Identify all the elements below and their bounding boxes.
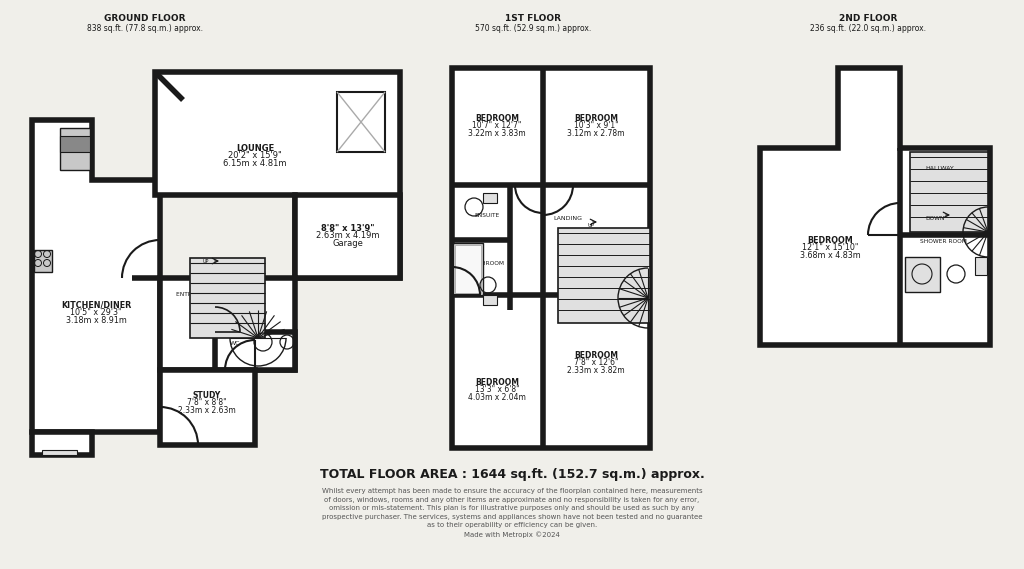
Text: STUDY: STUDY bbox=[193, 390, 221, 399]
Polygon shape bbox=[32, 120, 160, 432]
Bar bbox=[975, 257, 987, 275]
Text: 7'8" x 12'6": 7'8" x 12'6" bbox=[573, 358, 618, 367]
Text: 4.03m x 2.04m: 4.03m x 2.04m bbox=[468, 393, 526, 402]
Text: 8'8" x 13'9": 8'8" x 13'9" bbox=[322, 224, 375, 233]
Text: 2.63m x 4.19m: 2.63m x 4.19m bbox=[316, 231, 380, 240]
Bar bbox=[215, 332, 295, 370]
Bar bbox=[295, 195, 400, 278]
Bar bbox=[160, 370, 255, 445]
Text: KITCHEN/DINER: KITCHEN/DINER bbox=[60, 300, 131, 310]
Text: DOWN: DOWN bbox=[926, 216, 945, 221]
Text: 3.12m x 2.78m: 3.12m x 2.78m bbox=[567, 129, 625, 138]
Bar bbox=[337, 92, 385, 152]
Text: 570 sq.ft. (52.9 sq.m.) approx.: 570 sq.ft. (52.9 sq.m.) approx. bbox=[475, 23, 591, 32]
Text: LANDING: LANDING bbox=[554, 216, 583, 221]
Text: 2.33m x 2.63m: 2.33m x 2.63m bbox=[178, 406, 236, 414]
Text: BATHROOM: BATHROOM bbox=[470, 261, 504, 266]
Text: ENTRANCE HALL: ENTRANCE HALL bbox=[175, 291, 224, 296]
Text: SHOWER ROOM: SHOWER ROOM bbox=[920, 238, 967, 244]
Text: TOTAL FLOOR AREA : 1644 sq.ft. (152.7 sq.m.) approx.: TOTAL FLOOR AREA : 1644 sq.ft. (152.7 sq… bbox=[319, 468, 705, 480]
Text: 10'5" x 29'3": 10'5" x 29'3" bbox=[71, 308, 122, 317]
Bar bbox=[483, 295, 497, 305]
Text: 20'2" x 15'9": 20'2" x 15'9" bbox=[228, 151, 282, 160]
Text: 3.68m x 4.83m: 3.68m x 4.83m bbox=[800, 250, 860, 259]
Bar bbox=[60, 128, 90, 170]
Polygon shape bbox=[155, 72, 400, 278]
Text: 2.33m x 3.82m: 2.33m x 3.82m bbox=[567, 365, 625, 374]
Bar bbox=[60, 136, 90, 152]
Text: BEDROOM: BEDROOM bbox=[475, 113, 519, 122]
Text: Whilst every attempt has been made to ensure the accuracy of the floorplan conta: Whilst every attempt has been made to en… bbox=[322, 488, 702, 538]
Text: WC: WC bbox=[230, 340, 241, 345]
Text: GROUND FLOOR: GROUND FLOOR bbox=[104, 14, 185, 23]
Bar bbox=[558, 228, 650, 323]
Text: 10'3" x 9'1": 10'3" x 9'1" bbox=[573, 121, 618, 130]
Bar bbox=[905, 257, 940, 292]
Bar bbox=[455, 245, 481, 293]
Text: 12'1" x 15'10": 12'1" x 15'10" bbox=[802, 243, 858, 252]
Text: 6.15m x 4.81m: 6.15m x 4.81m bbox=[223, 159, 287, 167]
Text: BEDROOM: BEDROOM bbox=[574, 351, 618, 360]
Text: ENSUITE: ENSUITE bbox=[474, 212, 500, 217]
Bar bbox=[910, 152, 988, 232]
Bar bbox=[483, 193, 497, 203]
Text: Garage: Garage bbox=[333, 238, 364, 248]
Text: 10'7" x 12'7": 10'7" x 12'7" bbox=[472, 121, 521, 130]
Text: 3.18m x 8.91m: 3.18m x 8.91m bbox=[66, 315, 126, 324]
Text: 236 sq.ft. (22.0 sq.m.) approx.: 236 sq.ft. (22.0 sq.m.) approx. bbox=[810, 23, 926, 32]
Bar bbox=[32, 120, 52, 405]
Text: LOUNGE: LOUNGE bbox=[236, 143, 274, 152]
Bar bbox=[42, 450, 77, 455]
Bar bbox=[34, 250, 52, 272]
Text: 7'8" x 8'8": 7'8" x 8'8" bbox=[187, 398, 226, 407]
Bar bbox=[453, 243, 483, 295]
Text: UP: UP bbox=[203, 258, 209, 263]
Text: UP: UP bbox=[587, 222, 594, 228]
Text: 2ND FLOOR: 2ND FLOOR bbox=[839, 14, 897, 23]
Text: 838 sq.ft. (77.8 sq.m.) approx.: 838 sq.ft. (77.8 sq.m.) approx. bbox=[87, 23, 203, 32]
Text: 1ST FLOOR: 1ST FLOOR bbox=[505, 14, 561, 23]
Polygon shape bbox=[32, 432, 92, 455]
Polygon shape bbox=[760, 68, 990, 345]
Text: 3.22m x 3.83m: 3.22m x 3.83m bbox=[468, 129, 525, 138]
Polygon shape bbox=[160, 278, 295, 370]
Polygon shape bbox=[452, 68, 650, 448]
Text: HALLWAY: HALLWAY bbox=[926, 166, 954, 171]
Text: BEDROOM: BEDROOM bbox=[574, 113, 618, 122]
Text: BEDROOM: BEDROOM bbox=[475, 377, 519, 386]
Text: 13'3" x 6'8": 13'3" x 6'8" bbox=[475, 385, 519, 394]
Text: BEDROOM: BEDROOM bbox=[807, 236, 853, 245]
Bar bbox=[190, 258, 265, 338]
